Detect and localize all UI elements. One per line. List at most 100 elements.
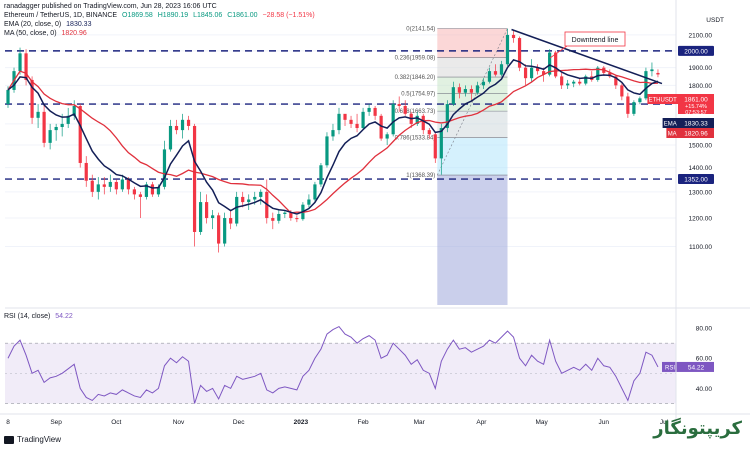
candle-body [295, 218, 299, 220]
candle-body [217, 215, 221, 244]
level-tag [678, 45, 714, 56]
candle-body [78, 105, 82, 163]
fib-diagonal [437, 28, 508, 176]
candle-body [481, 81, 486, 86]
rsi-line [7, 325, 659, 404]
rsi-legend-label: RSI (14, close) [4, 313, 51, 320]
rsi-panel: 40.00 60.00 80.00 RSI 54.22 [5, 307, 750, 404]
rsi-tick-label: 60.00 [696, 356, 713, 363]
fib-label: 0.382(1846.20) [395, 75, 436, 81]
candle-body [584, 76, 588, 84]
candle-body [433, 134, 437, 159]
candle-body [271, 218, 275, 221]
trend-line-group: Downtrend line [511, 28, 663, 85]
candle-body [259, 191, 263, 197]
candle-body [229, 218, 233, 224]
price-tag-name-bg [666, 128, 678, 138]
level-tag [678, 174, 714, 185]
candle-body [96, 184, 100, 192]
candle-body [385, 134, 389, 139]
price-tick-label: 1500.00 [689, 143, 713, 150]
price-tag-bg [678, 94, 714, 114]
candle-body [457, 87, 461, 93]
price-grid [5, 34, 676, 248]
candle-body [373, 107, 377, 116]
candle-body [499, 64, 504, 75]
price-tick-label: 2100.00 [689, 32, 713, 39]
candle-body [493, 71, 498, 75]
candle-body [379, 115, 383, 139]
price-tag-bg [678, 128, 714, 138]
time-tick-label: Jun [599, 419, 610, 426]
ema-legend: EMA (20, close, 0) 1830.33 [4, 20, 94, 29]
price-tag-name: MA [668, 132, 677, 138]
candle-body [247, 199, 251, 203]
candle-body [391, 104, 395, 135]
price-tick-label: 1300.00 [689, 189, 713, 196]
candle-body [289, 212, 293, 219]
ma-legend-label: MA (50, close, 0) [4, 30, 57, 37]
candle-body [554, 52, 558, 77]
candle-body [66, 115, 70, 124]
candle-body [72, 105, 76, 116]
symbol-text: Ethereum / TetherUS, 1D, BINANCE [4, 12, 118, 19]
annotation-arrow [549, 45, 568, 59]
price-tick-label: 1400.00 [689, 165, 713, 172]
candles [6, 28, 660, 253]
horizontal-levels [5, 50, 676, 180]
candle-body [367, 107, 371, 112]
price-tag-name-bg [647, 94, 678, 104]
candle-body [343, 113, 347, 120]
fib-label: 0(2141.54) [406, 27, 435, 33]
time-tick-label: Jul [660, 419, 669, 426]
candle-body [168, 125, 173, 150]
rsi-tick-label: 80.00 [696, 326, 713, 333]
candle-body [403, 105, 407, 114]
candle-body [90, 180, 94, 192]
candle-body [114, 181, 118, 190]
candle-body [319, 165, 323, 185]
time-tick-label: Dec [233, 419, 245, 426]
rsi-tag-value: 54.22 [688, 364, 705, 371]
change-value: −28.58 (−1.51%) [262, 12, 315, 19]
annotation-text: Downtrend line [572, 37, 619, 44]
time-tick-label: Feb [357, 419, 369, 426]
time-tick-label: Oct [111, 419, 121, 426]
price-tag-value: 1861.00 [684, 97, 708, 104]
candle-body [60, 123, 64, 127]
publisher-text: ranadagger published on TradingView.com,… [4, 3, 217, 10]
candle-body [54, 126, 58, 131]
candle-body [614, 76, 618, 86]
annotation-box [564, 31, 626, 47]
ma-legend-value: 1820.96 [61, 30, 87, 37]
candle-body [650, 69, 654, 72]
candle-body [241, 196, 245, 203]
level-tag-label: 2000.00 [684, 48, 708, 55]
rsi-tag-name-bg [662, 361, 678, 372]
time-axis: 8 Sep Oct Nov Dec 2023 Feb Mar Apr May Jun Jul [0, 413, 750, 426]
candle-body [620, 85, 624, 97]
publisher-line: ranadagger published on TradingView.com,… [4, 2, 220, 11]
candle-body [120, 179, 124, 190]
fib-zone-extension [437, 175, 508, 305]
ema-line [7, 59, 659, 215]
ma-50-line [7, 68, 658, 214]
time-tick-label: Mar [414, 419, 426, 426]
candle-body [132, 189, 136, 195]
price-tag-sub: +15.74% [685, 104, 707, 110]
candle-body [427, 130, 431, 135]
fib-label: 0.786(1533.84) [395, 136, 436, 142]
candle-body [36, 111, 40, 118]
candle-body [48, 130, 52, 143]
candle-body [211, 215, 215, 219]
high-value: H1890.19 [157, 12, 189, 19]
close-value: C1861.00 [227, 12, 258, 19]
ema-legend-value: 1830.33 [66, 21, 92, 28]
ema-legend-label: EMA (20, close, 0) [4, 21, 62, 28]
candle-body [644, 71, 648, 99]
candle-body [475, 85, 480, 93]
watermark: کریپتونگار [653, 418, 742, 439]
time-tick-label: 2023 [294, 419, 309, 426]
time-tick-label: 8 [6, 419, 10, 426]
candle-body [174, 125, 179, 131]
